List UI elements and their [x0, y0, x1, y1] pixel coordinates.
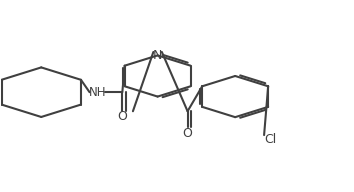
Text: NH: NH: [89, 86, 107, 99]
Text: N: N: [153, 49, 162, 62]
Text: O: O: [118, 110, 127, 123]
Text: Cl: Cl: [264, 133, 276, 146]
Text: O: O: [183, 127, 193, 140]
